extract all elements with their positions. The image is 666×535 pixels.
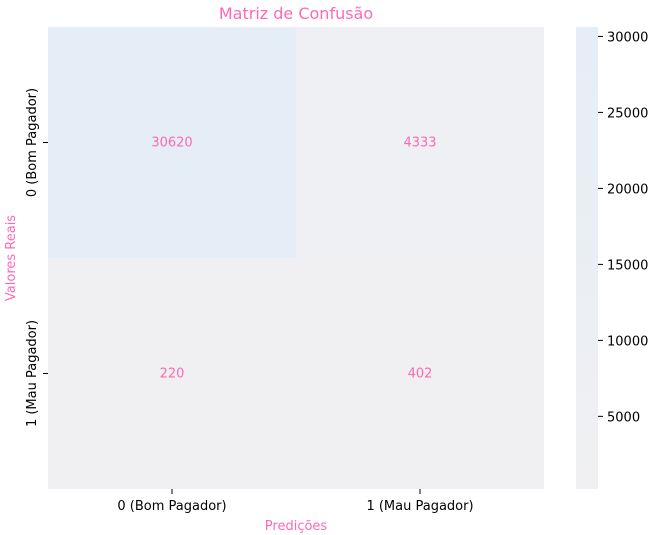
x-axis-ticks: 0 (Bom Pagador) 1 (Mau Pagador) — [117, 489, 474, 514]
colorbar-tick-label: 15000 — [607, 258, 648, 273]
x-tick-label: 0 (Bom Pagador) — [117, 499, 226, 514]
cell-value-label: 220 — [160, 367, 185, 382]
y-tick-label: 1 (Mau Pagador) — [25, 320, 40, 427]
y-axis-label: Valores Reais — [4, 215, 19, 301]
colorbar-gradient — [576, 27, 598, 489]
heatmap-cell — [296, 27, 544, 258]
y-axis-ticks: 0 (Bom Pagador) 1 (Mau Pagador) — [25, 88, 48, 427]
x-tick-label: 1 (Mau Pagador) — [366, 499, 473, 514]
colorbar-tick-label: 10000 — [607, 334, 648, 349]
colorbar: 5000 10000 15000 20000 25000 30000 — [576, 27, 648, 489]
chart-title: Matriz de Confusão — [219, 4, 373, 23]
colorbar-tick-label: 30000 — [607, 30, 648, 45]
colorbar-tick-label: 5000 — [607, 410, 640, 425]
y-tick-label: 0 (Bom Pagador) — [25, 88, 40, 197]
cell-value-label: 4333 — [403, 136, 436, 151]
cell-value-label: 402 — [408, 367, 433, 382]
heatmap-cell — [48, 27, 296, 258]
heatmap-cell — [48, 258, 296, 489]
cell-annotations: 30620 4333 220 402 — [151, 136, 436, 382]
cell-value-label: 30620 — [151, 136, 192, 151]
colorbar-tick-label: 20000 — [607, 182, 648, 197]
colorbar-tick-label: 25000 — [607, 106, 648, 121]
heatmap-cells — [48, 27, 544, 489]
heatmap-cell — [296, 258, 544, 489]
x-axis-label: Predições — [265, 519, 328, 534]
